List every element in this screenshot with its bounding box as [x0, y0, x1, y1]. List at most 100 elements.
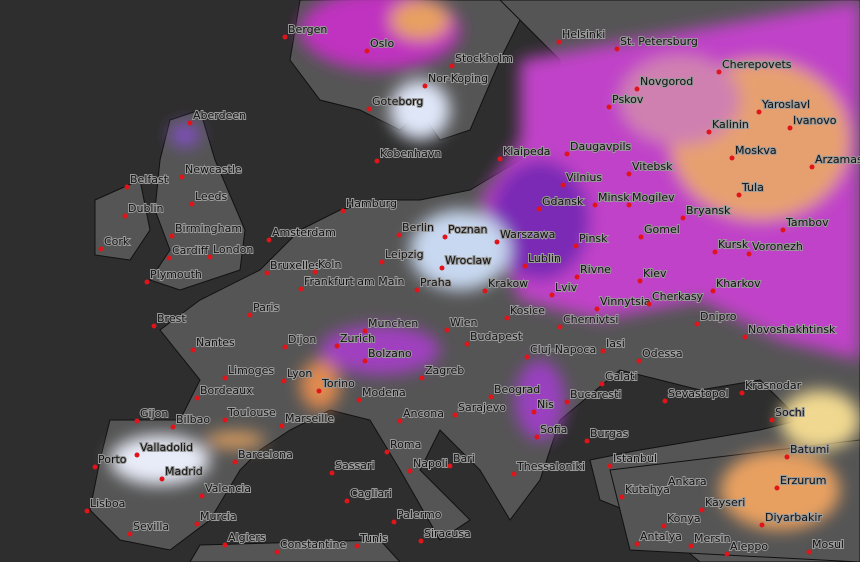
city-dot: [564, 399, 570, 405]
city-dot: [806, 549, 812, 555]
city-dot: [536, 206, 542, 212]
city-label: Nis: [537, 398, 554, 411]
city-label: Nor-Koping: [428, 72, 488, 85]
city-label: Kayseri: [705, 496, 745, 509]
city-label: Lublin: [528, 252, 561, 265]
city-label: Budapest: [470, 330, 523, 343]
city-label: Cagliari: [350, 487, 392, 500]
city-dot: [573, 243, 579, 249]
city-label: Lisboa: [90, 497, 125, 510]
city-dot: [574, 274, 580, 280]
city-label: Krasnodar: [745, 379, 802, 392]
city-dot: [736, 192, 742, 198]
city-label: Burgas: [590, 427, 629, 440]
city-dot: [190, 347, 196, 353]
city-dot: [522, 263, 528, 269]
city-label: Modena: [362, 386, 406, 399]
city-label: Gijon: [140, 407, 168, 420]
city-dot: [662, 486, 668, 492]
city-label: Valladolid: [140, 441, 193, 454]
city-label: Bilbao: [176, 413, 210, 426]
city-label: Tunis: [359, 532, 388, 545]
city-label: Bari: [453, 452, 475, 465]
city-dot: [524, 354, 530, 360]
city-dot: [264, 270, 270, 276]
city-dot: [688, 543, 694, 549]
city-dot: [488, 394, 494, 400]
city-label: Tula: [741, 181, 764, 194]
city-label: Krakow: [488, 277, 528, 290]
city-label: Kalinin: [712, 118, 749, 131]
city-label: Cork: [104, 235, 130, 248]
city-dot: [414, 287, 420, 293]
city-dot: [170, 424, 176, 430]
city-label: Belfast: [130, 173, 169, 186]
city-label: Amsterdam: [272, 226, 336, 239]
city-label: Roma: [390, 438, 421, 451]
city-dot: [418, 538, 424, 544]
city-dot: [281, 378, 287, 384]
city-dot: [247, 312, 253, 318]
city-dot: [379, 259, 385, 265]
city-dot: [599, 381, 605, 387]
city-labels: Bergen Oslo Stockholm Helsinki St. Petersbur…: [84, 22, 860, 557]
city-dot: [739, 390, 745, 396]
city-dot: [634, 541, 640, 547]
city-label: Constantine: [280, 538, 346, 551]
city-label: Barcelona: [238, 448, 293, 461]
city-label: Wroclaw: [445, 254, 491, 267]
city-label: Kiev: [643, 267, 667, 280]
city-dot: [449, 63, 455, 69]
city-dot: [742, 334, 748, 340]
city-label: Nantes: [196, 336, 235, 349]
city-dot: [729, 155, 735, 161]
city-label: Kursk: [718, 238, 749, 251]
city-label: Galati: [605, 370, 637, 383]
city-label: Madrid: [165, 465, 203, 478]
city-label: Chernivtsi: [563, 313, 618, 326]
city-label: Sassari: [335, 459, 375, 472]
city-label: Lyon: [287, 367, 312, 380]
city-dot: [312, 269, 318, 275]
city-dot: [366, 106, 372, 112]
city-dot: [159, 476, 165, 482]
city-label: Leeds: [195, 190, 227, 203]
city-label: Porto: [98, 453, 127, 466]
city-dot: [374, 158, 380, 164]
city-dot: [594, 306, 600, 312]
city-label: Praha: [420, 276, 451, 289]
city-label: Warszawa: [500, 228, 555, 241]
city-dot: [444, 327, 450, 333]
city-dot: [266, 237, 272, 243]
city-dot: [809, 164, 815, 170]
city-label: Dublin: [128, 202, 164, 215]
city-dot: [194, 395, 200, 401]
city-dot: [607, 463, 613, 469]
city-label: Algiers: [228, 531, 266, 544]
city-label: Pskov: [612, 93, 644, 106]
city-dot: [340, 208, 346, 214]
city-dot: [364, 48, 370, 54]
city-label: Aleppo: [730, 540, 768, 553]
city-dot: [634, 86, 640, 92]
city-dot: [166, 255, 172, 261]
city-label: Leipzig: [385, 248, 424, 261]
city-dot: [511, 471, 517, 477]
city-dot: [207, 254, 213, 260]
city-dot: [638, 234, 644, 240]
city-label: Murcia: [200, 510, 237, 523]
city-label: Odessa: [642, 347, 683, 360]
city-label: Arzamas: [815, 153, 860, 166]
city-label: Mersin: [694, 532, 731, 545]
city-label: Lviv: [555, 281, 578, 294]
city-label: Stockholm: [455, 52, 513, 65]
city-dot: [232, 459, 238, 465]
city-dot: [447, 463, 453, 469]
city-dot: [706, 129, 712, 135]
city-dot: [646, 301, 652, 307]
city-dot: [592, 202, 598, 208]
city-label: Siracusa: [424, 527, 471, 540]
city-label: Birmingham: [175, 222, 242, 235]
city-label: Toulouse: [227, 406, 276, 419]
city-label: Sevilla: [133, 520, 169, 533]
